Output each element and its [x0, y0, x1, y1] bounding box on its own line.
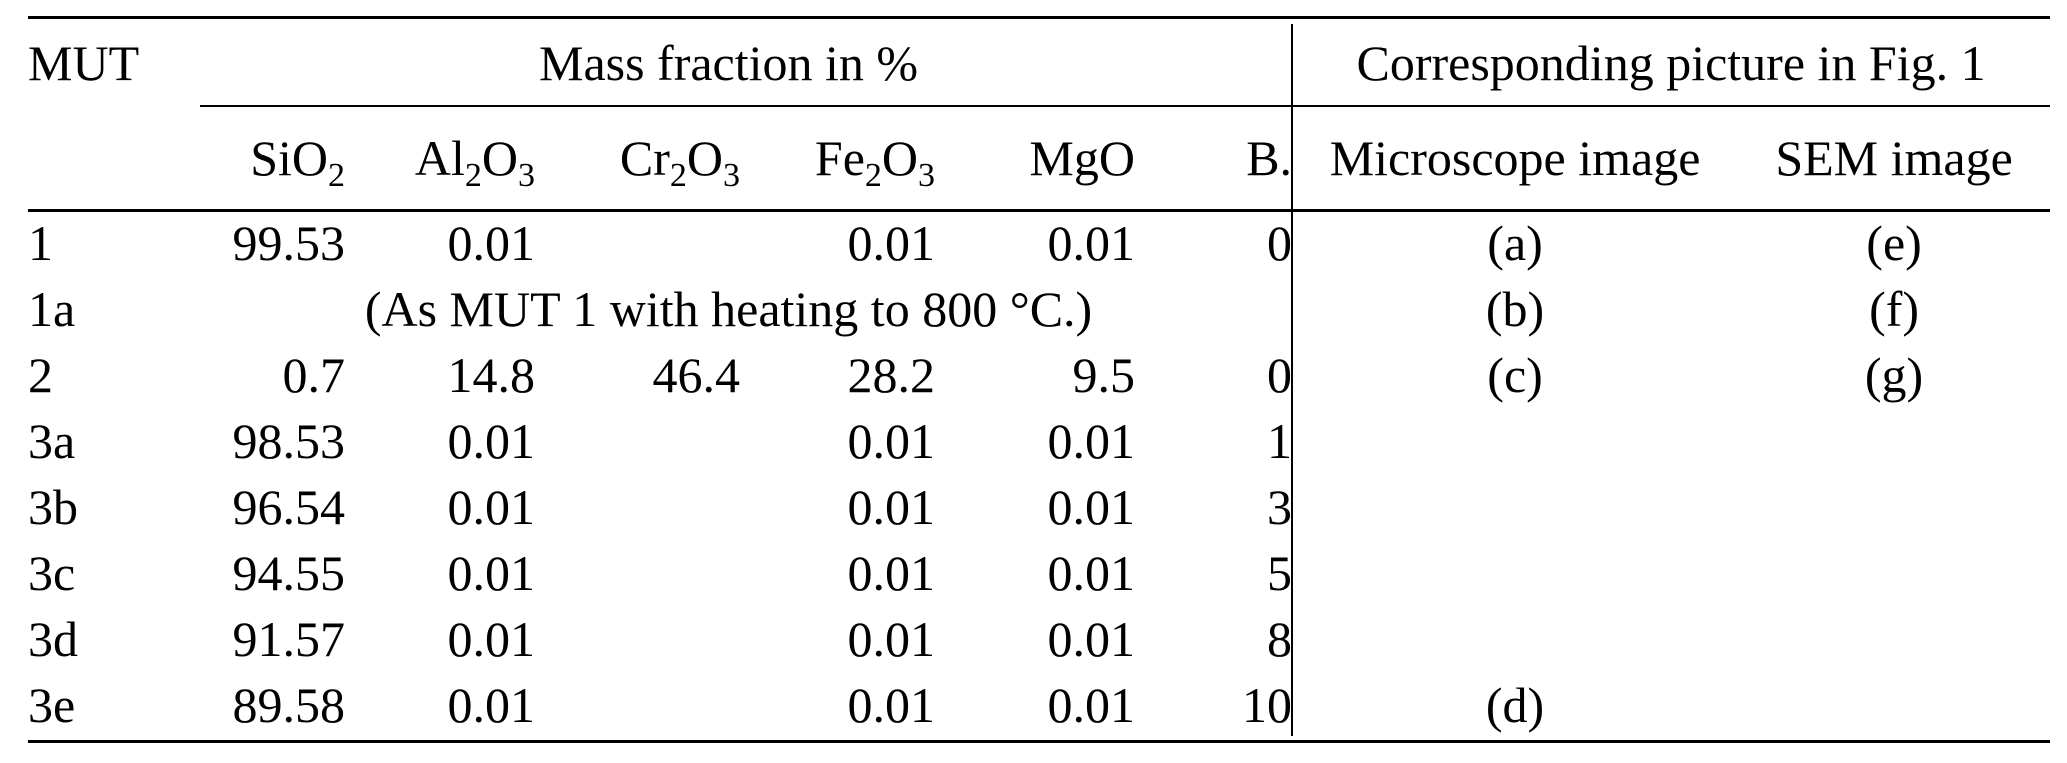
column-header-mut: MUT — [28, 34, 140, 91]
table-row: 3c 94.55 0.01 0.01 0.01 5 — [28, 540, 2050, 606]
cell-mass-fraction: 0.01 — [1047, 545, 1136, 601]
cell-mass-fraction — [535, 540, 740, 606]
cell-mass-fraction: 8 — [1267, 611, 1293, 667]
vertical-divider — [1291, 24, 1293, 736]
cell-mass-fraction: 3 — [1267, 479, 1293, 535]
group-header-underline — [200, 105, 2050, 107]
cell-mass-fraction: 5 — [1267, 545, 1293, 601]
cell-sem-image: (e) — [1866, 215, 1922, 271]
cell-mass-fraction: 0.01 — [1047, 611, 1136, 667]
cell-mass-fraction: 0.01 — [447, 413, 536, 469]
bottom-rule — [28, 740, 2050, 743]
header-separator-rule — [28, 209, 2050, 212]
cell-mass-fraction: 0.01 — [1047, 677, 1136, 733]
table-body: 1 99.53 0.01 0.01 0.01 0 (a) (e) 1a (As MUT 1 wit… — [28, 210, 2050, 738]
row-label-mut: 3e — [28, 677, 76, 733]
header-row-groups: MUT Mass fraction in % Corresponding pic… — [28, 19, 2050, 106]
cell-microscope-image: (a) — [1487, 215, 1543, 271]
cell-mass-fraction: 0.01 — [847, 215, 936, 271]
cell-mass-fraction: 0.7 — [282, 347, 346, 403]
table-row: 3e 89.58 0.01 0.01 0.01 10 (d) — [28, 672, 2050, 738]
cell-mass-fraction — [535, 672, 740, 738]
table-row: 1 99.53 0.01 0.01 0.01 0 (a) (e) — [28, 210, 2050, 276]
column-header-al2o3: Al2O3 — [414, 130, 535, 194]
cell-mass-fraction: 1 — [1267, 413, 1293, 469]
group-header-pictures: Corresponding picture in Fig. 1 — [1356, 34, 1986, 91]
cell-mass-fraction — [535, 606, 740, 672]
cell-sem-image — [1738, 474, 2050, 540]
cell-mass-fraction: 0.01 — [847, 611, 936, 667]
cell-mass-fraction: 0.01 — [847, 479, 936, 535]
cell-mass-fraction — [535, 210, 740, 276]
cell-mass-fraction: 0.01 — [447, 611, 536, 667]
cell-mass-fraction: 0.01 — [447, 479, 536, 535]
cell-mass-fraction: 10 — [1242, 677, 1293, 733]
cell-microscope-image — [1292, 474, 1738, 540]
row-label-mut: 3a — [28, 413, 76, 469]
column-header-sio2: SiO2 — [250, 130, 345, 194]
cell-microscope-image: (c) — [1487, 347, 1543, 403]
table-row: 3a 98.53 0.01 0.01 0.01 1 — [28, 408, 2050, 474]
row-note: (As MUT 1 with heating to 800 °C.) — [364, 281, 1093, 337]
cell-sem-image — [1738, 606, 2050, 672]
cell-mass-fraction: 91.57 — [232, 611, 346, 667]
cell-mass-fraction: 0.01 — [1047, 413, 1136, 469]
cell-mass-fraction: 99.53 — [232, 215, 346, 271]
column-header-mgo: MgO — [1029, 130, 1135, 186]
cell-sem-image: (g) — [1864, 347, 1924, 403]
row-label-mut: 2 — [28, 347, 53, 403]
cell-mass-fraction: 0.01 — [447, 677, 536, 733]
table-row: 3d 91.57 0.01 0.01 0.01 8 — [28, 606, 2050, 672]
cell-mass-fraction: 0.01 — [1047, 215, 1136, 271]
cell-mass-fraction: 96.54 — [232, 479, 346, 535]
cell-microscope-image — [1292, 408, 1738, 474]
cell-mass-fraction: 0.01 — [447, 215, 536, 271]
cell-microscope-image — [1292, 606, 1738, 672]
column-header-microscope-image: Microscope image — [1329, 130, 1701, 186]
column-header-fe2o3: Fe2O3 — [814, 130, 935, 194]
top-rule — [28, 16, 2050, 19]
cell-microscope-image: (d) — [1485, 677, 1545, 733]
cell-mass-fraction: 0.01 — [847, 545, 936, 601]
cell-mass-fraction: 0.01 — [447, 545, 536, 601]
row-label-mut: 3d — [28, 611, 78, 667]
column-header-cr2o3: Cr2O3 — [619, 130, 740, 194]
cell-mass-fraction: 0.01 — [847, 677, 936, 733]
cell-microscope-image — [1292, 540, 1738, 606]
cell-mass-fraction: 94.55 — [232, 545, 346, 601]
column-header-binder: B. — [1246, 130, 1293, 186]
cell-mass-fraction: 0 — [1267, 347, 1293, 403]
cell-mass-fraction: 9.5 — [1072, 347, 1136, 403]
cell-sem-image — [1738, 408, 2050, 474]
cell-microscope-image: (b) — [1485, 281, 1545, 337]
cell-sem-image: (f) — [1869, 281, 1920, 337]
cell-mass-fraction: 0 — [1267, 215, 1293, 271]
row-label-mut: 1 — [28, 215, 53, 271]
cell-mass-fraction — [535, 408, 740, 474]
row-label-mut: 1a — [28, 281, 76, 337]
cell-mass-fraction: 98.53 — [232, 413, 346, 469]
cell-mass-fraction: 0.01 — [847, 413, 936, 469]
cell-sem-image — [1738, 672, 2050, 738]
table-row: 2 0.7 14.8 46.4 28.2 9.5 0 (c) (g) — [28, 342, 2050, 408]
table-row: 3b 96.54 0.01 0.01 0.01 3 — [28, 474, 2050, 540]
cell-mass-fraction: 28.2 — [847, 347, 936, 403]
cell-mass-fraction — [535, 474, 740, 540]
table-row: 1a (As MUT 1 with heating to 800 °C.) (b) (… — [28, 276, 2050, 342]
cell-sem-image — [1738, 540, 2050, 606]
column-header-spacer — [28, 106, 165, 210]
cell-mass-fraction: 0.01 — [1047, 479, 1136, 535]
cell-mass-fraction: 46.4 — [652, 347, 741, 403]
column-header-sem-image: SEM image — [1775, 130, 2013, 186]
header-row-columns: SiO2 Al2O3 Cr2O3 Fe2O3 MgO B. Microscope… — [28, 106, 2050, 210]
row-label-mut: 3c — [28, 545, 76, 601]
cell-mass-fraction: 89.58 — [232, 677, 346, 733]
row-label-mut: 3b — [28, 479, 78, 535]
cell-mass-fraction: 14.8 — [447, 347, 536, 403]
group-header-mass-fraction: Mass fraction in % — [538, 34, 919, 91]
mut-composition-table: MUT Mass fraction in % Corresponding pic… — [28, 19, 2050, 738]
